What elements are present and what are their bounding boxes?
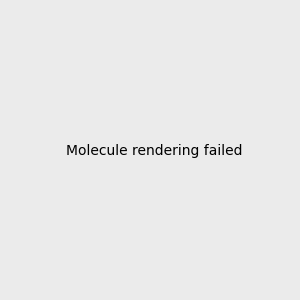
Text: Molecule rendering failed: Molecule rendering failed [65,145,242,158]
